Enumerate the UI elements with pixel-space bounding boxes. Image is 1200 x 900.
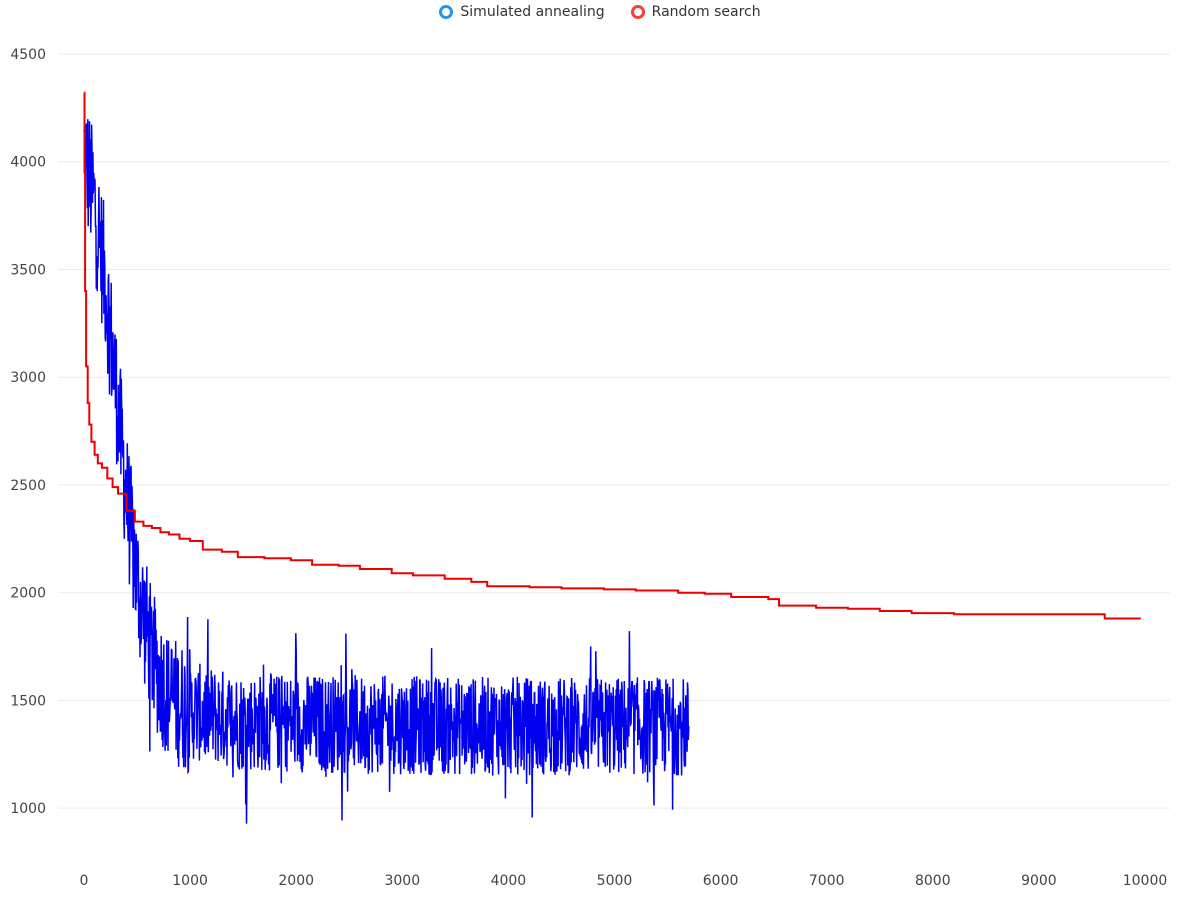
legend-label-simulated-annealing: Simulated annealing bbox=[460, 4, 605, 20]
x-tick-label: 4000 bbox=[491, 873, 527, 889]
y-tick-label: 1500 bbox=[10, 693, 46, 709]
y-axis-tick-labels: 1000 1500 2000 2500 3000 3500 4000 4500 bbox=[10, 47, 46, 817]
legend-label-random-search: Random search bbox=[651, 4, 761, 20]
legend: Simulated annealing Random search bbox=[0, 4, 1200, 20]
y-tick-label: 4000 bbox=[10, 155, 46, 171]
x-tick-label: 8000 bbox=[915, 873, 951, 889]
y-tick-label: 3000 bbox=[10, 370, 46, 386]
legend-marker-simulated-annealing bbox=[439, 5, 454, 19]
y-tick-label: 1000 bbox=[10, 801, 46, 817]
y-tick-label: 4500 bbox=[10, 47, 46, 63]
series-line-random-search bbox=[83, 91, 1141, 620]
legend-marker-random-search bbox=[630, 5, 645, 19]
series-line-simulated-annealing bbox=[83, 119, 690, 824]
x-tick-label: 9000 bbox=[1021, 873, 1057, 889]
x-tick-label: 5000 bbox=[597, 873, 633, 889]
x-tick-label: 2000 bbox=[278, 873, 314, 889]
y-tick-label: 2000 bbox=[10, 586, 46, 602]
x-tick-label: 3000 bbox=[384, 873, 420, 889]
series-layer bbox=[83, 91, 1141, 824]
x-tick-label: 1000 bbox=[172, 873, 208, 889]
grid-lines bbox=[58, 53, 1170, 809]
y-tick-label: 3500 bbox=[10, 262, 46, 278]
x-tick-label: 6000 bbox=[703, 873, 739, 889]
legend-item-random-search[interactable]: Random search bbox=[630, 4, 761, 20]
x-tick-label: 7000 bbox=[809, 873, 845, 889]
x-axis-tick-labels: 0 1000 2000 3000 4000 5000 6000 7000 8000 9000 100… bbox=[80, 873, 1168, 889]
x-tick-label: 0 bbox=[80, 873, 89, 889]
x-tick-label: 10000 bbox=[1123, 873, 1168, 889]
y-tick-label: 2500 bbox=[10, 478, 46, 494]
legend-item-simulated-annealing[interactable]: Simulated annealing bbox=[439, 4, 605, 20]
